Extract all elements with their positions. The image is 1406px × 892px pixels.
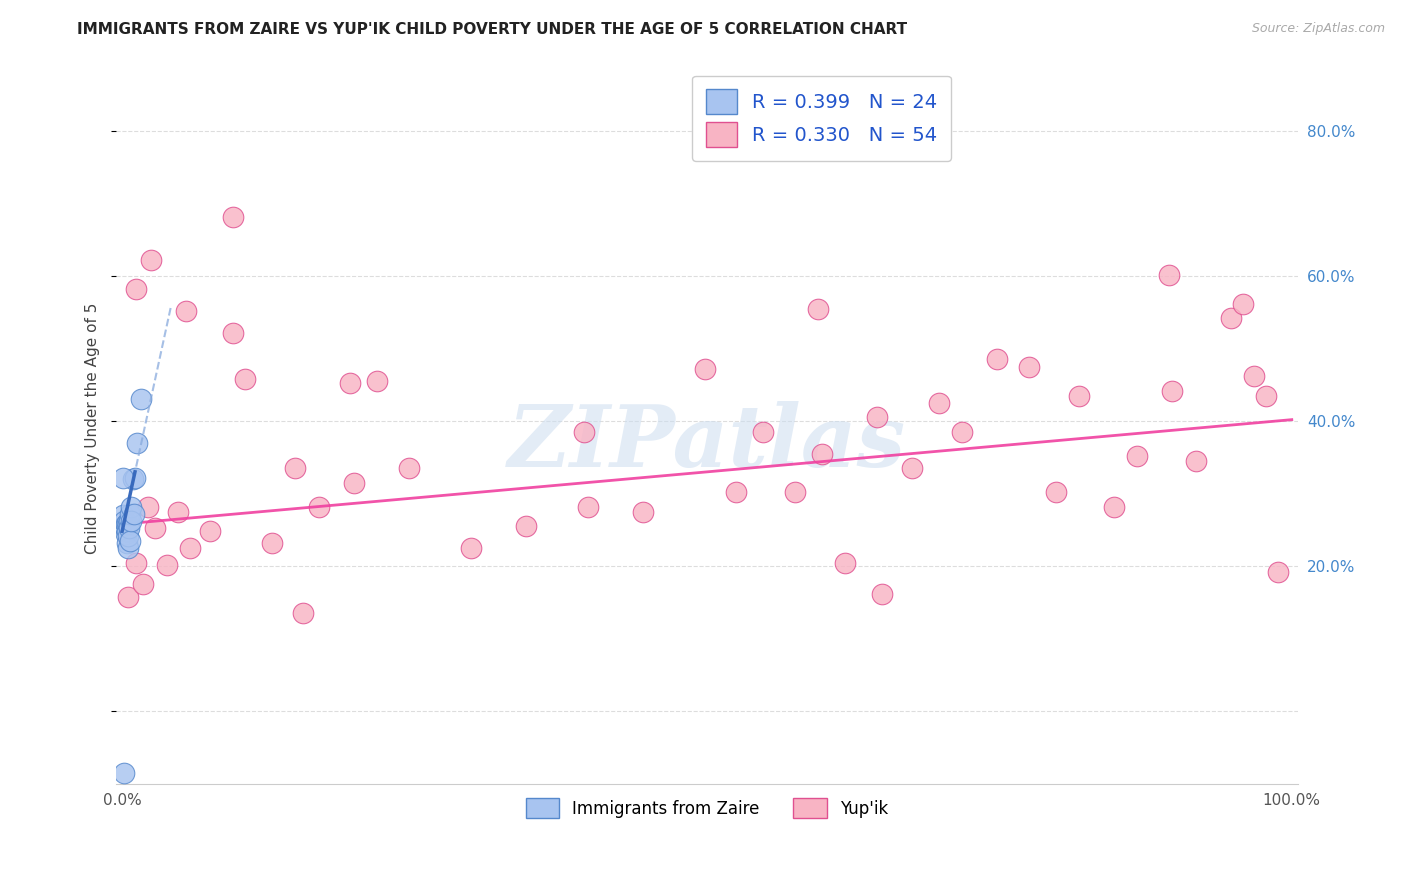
Point bbox=[141, 253, 163, 268]
Point bbox=[233, 372, 256, 386]
Point bbox=[125, 282, 148, 296]
Point bbox=[572, 425, 595, 439]
Point bbox=[950, 425, 973, 439]
Point bbox=[143, 521, 166, 535]
Point bbox=[176, 304, 198, 318]
Y-axis label: Child Poverty Under the Age of 5: Child Poverty Under the Age of 5 bbox=[86, 302, 100, 554]
Point bbox=[515, 519, 537, 533]
Point bbox=[576, 500, 599, 514]
Point bbox=[1045, 485, 1067, 500]
Point bbox=[129, 392, 152, 407]
Point bbox=[127, 435, 149, 450]
Point bbox=[114, 519, 136, 533]
Legend: Immigrants from Zaire, Yup'ik: Immigrants from Zaire, Yup'ik bbox=[519, 791, 894, 825]
Point bbox=[112, 471, 135, 485]
Point bbox=[1267, 565, 1289, 579]
Point bbox=[928, 396, 950, 410]
Point bbox=[1126, 449, 1149, 463]
Point bbox=[155, 558, 177, 572]
Point bbox=[121, 514, 143, 528]
Point bbox=[114, 517, 136, 532]
Point bbox=[865, 410, 887, 425]
Point bbox=[132, 577, 155, 591]
Point bbox=[136, 500, 159, 514]
Point bbox=[900, 461, 922, 475]
Text: IMMIGRANTS FROM ZAIRE VS YUP'IK CHILD POVERTY UNDER THE AGE OF 5 CORRELATION CHA: IMMIGRANTS FROM ZAIRE VS YUP'IK CHILD PO… bbox=[77, 22, 907, 37]
Point bbox=[1185, 454, 1208, 468]
Point bbox=[117, 541, 139, 555]
Point bbox=[872, 587, 894, 601]
Point bbox=[1161, 384, 1184, 398]
Point bbox=[366, 374, 388, 388]
Point bbox=[1254, 389, 1277, 403]
Point bbox=[834, 556, 856, 570]
Point bbox=[120, 507, 142, 521]
Point bbox=[284, 461, 307, 475]
Point bbox=[752, 425, 775, 439]
Point bbox=[631, 505, 654, 519]
Point bbox=[292, 607, 315, 621]
Point bbox=[117, 529, 139, 543]
Point bbox=[725, 485, 748, 500]
Point bbox=[783, 485, 806, 500]
Point bbox=[308, 500, 330, 514]
Point bbox=[810, 447, 832, 461]
Point bbox=[343, 475, 366, 490]
Point bbox=[260, 536, 283, 550]
Point bbox=[121, 472, 143, 486]
Point bbox=[1067, 389, 1090, 403]
Point bbox=[120, 533, 142, 548]
Point bbox=[122, 507, 145, 521]
Point bbox=[114, 765, 136, 780]
Point bbox=[1220, 311, 1243, 326]
Point bbox=[1018, 359, 1040, 374]
Point bbox=[167, 505, 190, 519]
Point bbox=[118, 521, 141, 535]
Point bbox=[115, 516, 138, 530]
Point bbox=[115, 536, 138, 550]
Point bbox=[986, 352, 1008, 367]
Text: Source: ZipAtlas.com: Source: ZipAtlas.com bbox=[1251, 22, 1385, 36]
Point bbox=[125, 556, 148, 570]
Point bbox=[114, 514, 136, 528]
Point bbox=[115, 524, 138, 539]
Point bbox=[1157, 268, 1180, 282]
Point bbox=[124, 471, 146, 485]
Point bbox=[121, 500, 143, 514]
Point bbox=[118, 514, 141, 528]
Point bbox=[693, 362, 716, 376]
Text: ZIPatlas: ZIPatlas bbox=[508, 401, 905, 484]
Point bbox=[117, 590, 139, 604]
Point bbox=[222, 326, 245, 340]
Point bbox=[114, 526, 136, 541]
Point bbox=[398, 461, 420, 475]
Point bbox=[460, 541, 482, 555]
Point bbox=[117, 517, 139, 532]
Point bbox=[1243, 369, 1265, 384]
Point bbox=[339, 376, 361, 391]
Point bbox=[1232, 296, 1254, 310]
Point bbox=[1102, 500, 1125, 514]
Point bbox=[179, 541, 201, 555]
Point bbox=[112, 508, 135, 523]
Point bbox=[222, 210, 245, 224]
Point bbox=[807, 301, 830, 316]
Point bbox=[198, 524, 221, 539]
